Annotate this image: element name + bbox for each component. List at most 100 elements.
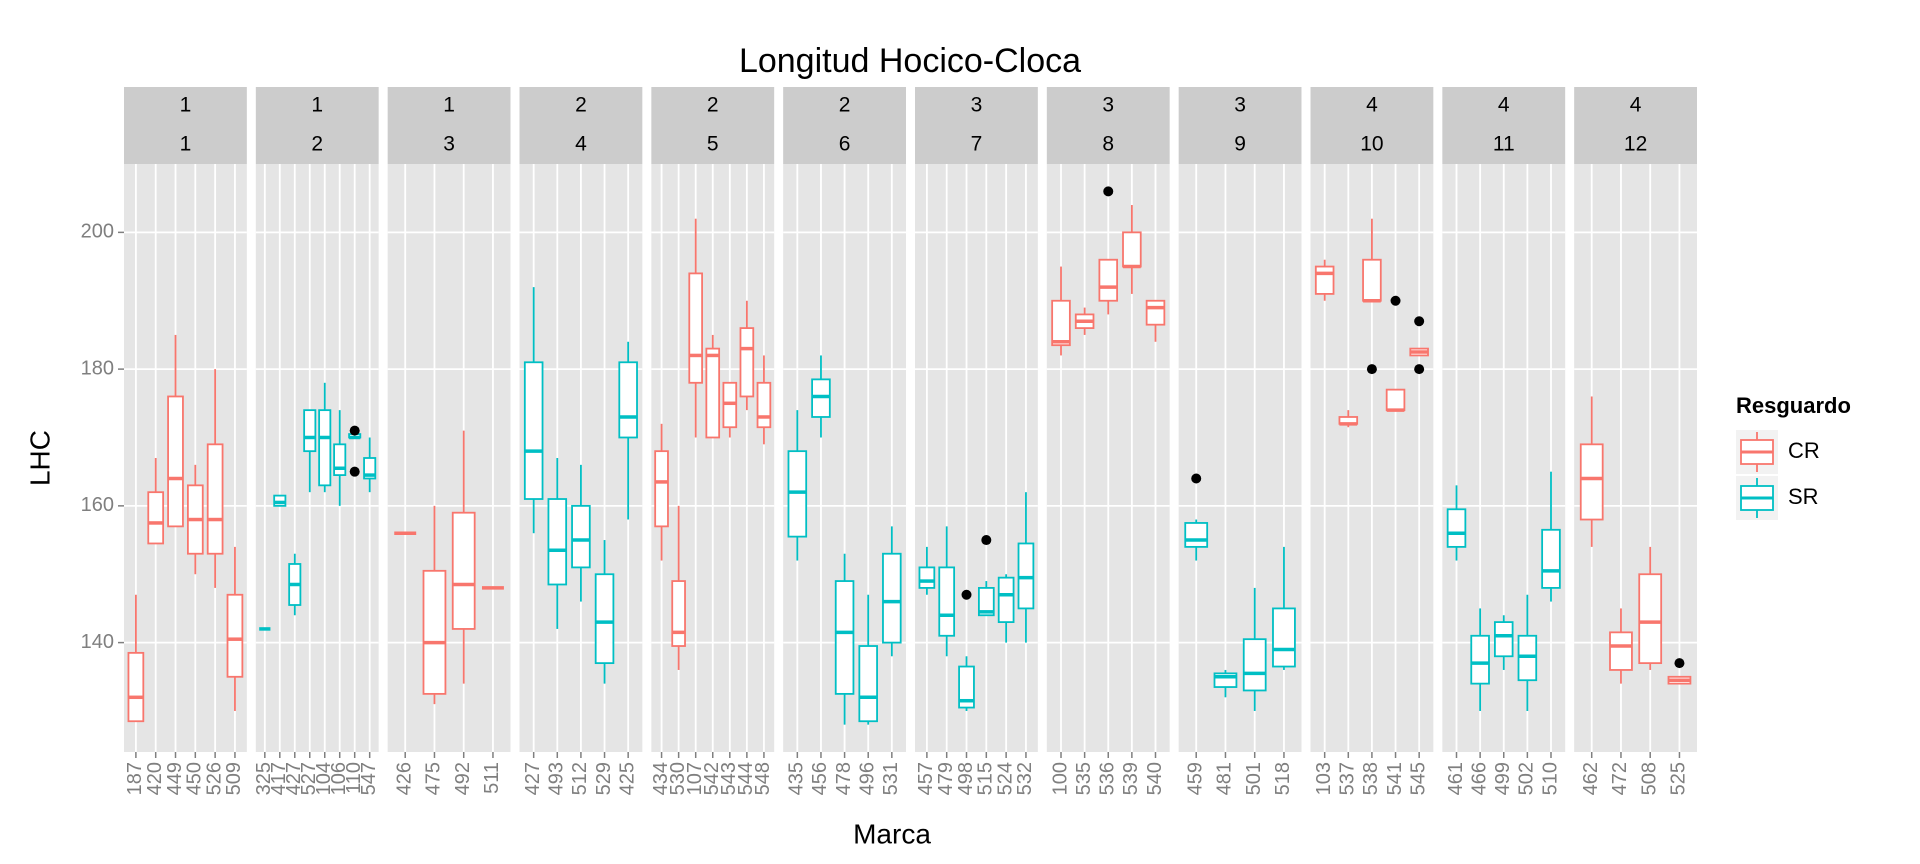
- box: [1098, 258, 1119, 302]
- y-axis-label: LHC: [24, 430, 55, 486]
- box: [997, 576, 1015, 623]
- x-tick-label: 518: [1272, 762, 1294, 795]
- x-tick-label: 492: [452, 762, 474, 795]
- x-tick-label: 511: [481, 762, 503, 794]
- x-tick-label: 425: [616, 762, 638, 795]
- x-tick-label: 543: [718, 762, 740, 795]
- x-tick-label: 515: [975, 762, 997, 795]
- strip: [1574, 87, 1697, 164]
- x-tick-label: 526: [203, 762, 225, 795]
- x-tick-label: 462: [1580, 762, 1602, 795]
- box: [523, 361, 544, 500]
- x-tick-label: 545: [1407, 762, 1429, 795]
- strip-label: 10: [1360, 133, 1383, 156]
- x-tick-label: 531: [880, 762, 902, 795]
- legend-title: Resguardo: [1736, 393, 1851, 418]
- x-tick-label: 459: [1184, 762, 1206, 795]
- x-tick-label: 535: [1073, 762, 1095, 795]
- strip-label: 1: [180, 94, 192, 117]
- outlier: [1674, 658, 1685, 669]
- x-tick-label: 509: [223, 762, 245, 795]
- box: [739, 327, 755, 398]
- strip: [124, 87, 247, 164]
- strip-label: 12: [1624, 133, 1647, 156]
- strip-label: 2: [575, 94, 587, 117]
- panel-background: [387, 164, 511, 752]
- strip-label: 6: [839, 133, 851, 156]
- outlier: [1191, 473, 1202, 484]
- x-tick-label: 426: [393, 762, 415, 795]
- x-tick-label: 530: [667, 762, 689, 795]
- outlier: [1366, 364, 1377, 375]
- box: [1184, 522, 1209, 548]
- box: [1145, 299, 1166, 326]
- outlier: [349, 425, 360, 436]
- strip: [1310, 87, 1434, 164]
- box: [206, 443, 224, 555]
- x-tick-label: 103: [1313, 762, 1335, 795]
- box: [834, 580, 855, 695]
- strip-label: 1: [443, 94, 455, 117]
- strip: [915, 87, 1038, 164]
- x-tick-label: 508: [1638, 762, 1660, 795]
- strip-label: 3: [971, 94, 983, 117]
- x-tick-label: 449: [164, 762, 186, 795]
- box: [1314, 265, 1335, 295]
- x-tick-label: 536: [1097, 762, 1119, 795]
- box: [1638, 573, 1663, 665]
- x-tick-label: 106: [328, 762, 350, 795]
- x-tick-label: 434: [650, 762, 672, 795]
- box: [918, 566, 936, 589]
- x-tick-label: 540: [1144, 762, 1166, 795]
- x-tick-label: 450: [184, 762, 206, 795]
- x-axis-label: Marca: [853, 818, 931, 849]
- x-tick-label: 502: [1516, 762, 1538, 795]
- box: [547, 498, 568, 586]
- strip-label: 3: [1102, 94, 1114, 117]
- strip-label: 7: [971, 133, 983, 156]
- box: [938, 566, 956, 637]
- strip: [1442, 87, 1566, 164]
- panel-background: [255, 164, 379, 752]
- chart-title: Longitud Hocico-Cloca: [739, 42, 1081, 80]
- strip: [519, 87, 643, 164]
- strip: [255, 87, 379, 164]
- x-tick-label: 496: [856, 762, 878, 795]
- box: [1122, 231, 1142, 268]
- box: [363, 457, 377, 480]
- strip: [387, 87, 511, 164]
- x-tick-label: 498: [955, 762, 977, 795]
- strip-label: 2: [311, 133, 323, 156]
- box: [1242, 638, 1267, 692]
- x-tick-label: 499: [1492, 762, 1514, 795]
- x-tick-label: 510: [1539, 762, 1561, 795]
- box: [167, 395, 184, 528]
- outlier: [1414, 364, 1425, 375]
- strip-label: 11: [1493, 133, 1515, 156]
- box: [958, 665, 975, 709]
- x-tick-label: 417: [268, 762, 290, 795]
- box: [318, 409, 332, 487]
- box: [1446, 508, 1467, 548]
- strip-label: 2: [707, 94, 719, 117]
- y-tick-label: 140: [81, 631, 114, 653]
- outlier: [981, 535, 992, 546]
- x-tick-label: 539: [1120, 762, 1142, 795]
- outlier: [961, 589, 972, 600]
- x-tick-label: 532: [1014, 762, 1036, 795]
- outlier: [349, 466, 360, 477]
- box: [226, 593, 244, 678]
- strip-label: 1: [311, 94, 323, 117]
- box: [977, 587, 995, 617]
- x-tick-label: 104: [313, 762, 335, 795]
- box: [688, 272, 703, 384]
- box: [654, 450, 669, 528]
- x-tick-label: 466: [1468, 762, 1490, 795]
- x-tick-label: 107: [684, 762, 706, 795]
- strip-label: 4: [575, 133, 587, 156]
- box: [1385, 388, 1406, 412]
- box: [571, 504, 591, 569]
- panel-background: [124, 164, 247, 752]
- x-tick-label: 538: [1360, 762, 1382, 795]
